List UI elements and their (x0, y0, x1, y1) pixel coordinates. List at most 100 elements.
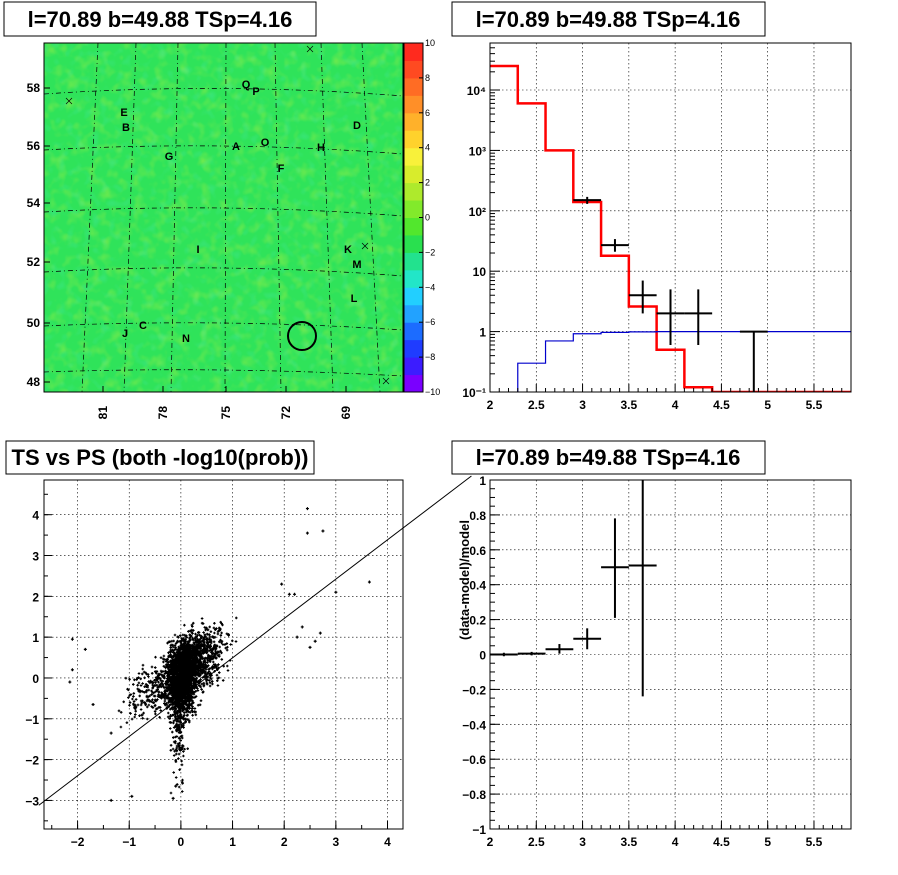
x-tick-label: 2.5 (528, 835, 545, 849)
colorbar-swatch (404, 130, 423, 149)
scatter-point (70, 637, 74, 641)
x-tick-label: 4 (384, 835, 391, 849)
residual-point (517, 651, 546, 656)
colorbar-tick-label: 10 (425, 38, 435, 48)
colorbar-swatch (404, 339, 423, 358)
x-tick-label: 2 (487, 398, 494, 412)
x-tick-label: 4.5 (713, 835, 730, 849)
y-tick-label: 3 (32, 550, 39, 564)
reference-line (38, 475, 472, 806)
skymap-panel: l=70.89 b=49.88 TSp=4.16 (3, 1, 440, 420)
residual-title: l=70.89 b=49.88 TSp=4.16 (476, 445, 741, 470)
data-point (739, 330, 768, 392)
source-label-n: N (182, 333, 190, 345)
y-tick-label: 50 (27, 316, 41, 330)
residual-ylabel: (data-model)/model (457, 520, 472, 640)
y-tick-label: 0.6 (469, 544, 486, 558)
scatter-point (318, 631, 322, 635)
scatter-point (171, 796, 175, 800)
y-tick-label: 58 (27, 81, 41, 95)
scatter-grid (44, 480, 403, 829)
data-point (656, 289, 685, 345)
scatter-point (300, 625, 304, 629)
x-tick-label: 3 (579, 398, 586, 412)
y-tick-label: 1 (479, 474, 486, 488)
x-tick-label: 2 (281, 835, 288, 849)
colorbar-swatch (404, 147, 423, 166)
y-tick-label: 54 (27, 196, 41, 210)
y-tick-label: −0.6 (462, 753, 486, 767)
model-histogram (490, 64, 851, 392)
y-tick-label: 48 (27, 375, 41, 389)
y-tick-label: −3 (25, 794, 39, 808)
y-tick-label: −1 (472, 823, 486, 837)
x-tick-label: 3 (333, 835, 340, 849)
residual-title-box (451, 440, 766, 475)
x-tick-label: 81 (96, 406, 110, 420)
x-tick-label: 5 (764, 398, 771, 412)
source-label-h: H (317, 142, 325, 154)
y-tick-label: 0 (479, 649, 486, 663)
colorbar-tick-label: −6 (425, 317, 435, 327)
data-point (684, 289, 713, 345)
source-label-b: B (122, 122, 130, 134)
source-label-e: E (120, 107, 127, 119)
residual-point (545, 644, 574, 654)
scatter-title-box (5, 440, 315, 475)
x-tick-label: −1 (122, 835, 136, 849)
colorbar-swatch (404, 43, 423, 61)
colorbar-swatch (404, 374, 423, 393)
scatter-point (280, 582, 284, 586)
residual-point (601, 518, 629, 618)
x-tick-label: 69 (339, 406, 353, 420)
y-tick-label: −0.4 (462, 718, 486, 732)
scatter-plot (38, 475, 472, 806)
scatter-point (321, 529, 325, 533)
y-tick-label: 56 (27, 139, 41, 153)
y-tick-label: 10² (469, 205, 486, 219)
spectrum-panel: l=70.89 b=49.88 TSp=4.16 2 2.5 3 3.5 4 4.5 5 5.… (451, 1, 852, 412)
y-tick-label: 0 (32, 672, 39, 686)
scatter-point (109, 731, 113, 735)
colorbar-tick-label: 8 (425, 73, 430, 83)
x-tick-label: 2.5 (528, 398, 545, 412)
spectrum-axes: 2 2.5 3 3.5 4 4.5 5 5.5 10⁻¹ 1 10 10² 10³ 10⁴ (462, 42, 852, 412)
colorbar-swatch (404, 357, 423, 376)
skymap-title: l=70.89 b=49.88 TSp=4.16 (28, 7, 293, 32)
colorbar-tick-label: 0 (425, 213, 430, 223)
scatter-point (287, 592, 291, 596)
x-tick-label: 3.5 (621, 835, 638, 849)
data-point (628, 280, 657, 314)
source-label-c: C (139, 320, 147, 332)
y-tick-label: −2 (25, 754, 39, 768)
target-circle (287, 321, 317, 351)
y-tick-label: 10⁴ (467, 84, 486, 98)
scatter-point (308, 645, 312, 649)
residual-point (628, 480, 657, 697)
x-tick-label: 3.5 (621, 398, 638, 412)
source-label-k: K (344, 244, 352, 256)
colorbar-tick-label: −4 (425, 282, 435, 292)
residual-point (573, 628, 602, 650)
colorbar-tick-label: 2 (425, 178, 430, 188)
colorbar: 10 8 6 4 2 0 −2 −4 −6 −8 −10 (403, 38, 440, 397)
y-tick-label: 52 (27, 255, 41, 269)
colorbar-tick-label: 6 (425, 108, 430, 118)
scatter-point (295, 635, 299, 639)
source-label-d: D (353, 120, 361, 132)
y-tick-label: 0.4 (469, 579, 486, 593)
scatter-point (174, 784, 178, 788)
scatter-point (305, 507, 309, 511)
scatter-point (109, 798, 113, 802)
y-tick-label: 1 (32, 631, 39, 645)
y-tick-label: 10⁻¹ (462, 386, 486, 400)
colorbar-tick-label: −8 (425, 352, 435, 362)
scatter-panel: TS vs PS (both -log10(prob)) −2 −1 0 1 2 3 4 −3… (5, 440, 472, 849)
source-labels: A B C D E F G H I J K L M N O PQ (120, 79, 361, 345)
scatter-point (367, 580, 371, 584)
scatter-title: TS vs PS (both -log10(prob)) (12, 445, 309, 470)
colorbar-swatch (404, 95, 423, 114)
scatter-point (70, 668, 74, 672)
colorbar-swatch (404, 234, 423, 253)
source-label-o: O (261, 137, 270, 149)
